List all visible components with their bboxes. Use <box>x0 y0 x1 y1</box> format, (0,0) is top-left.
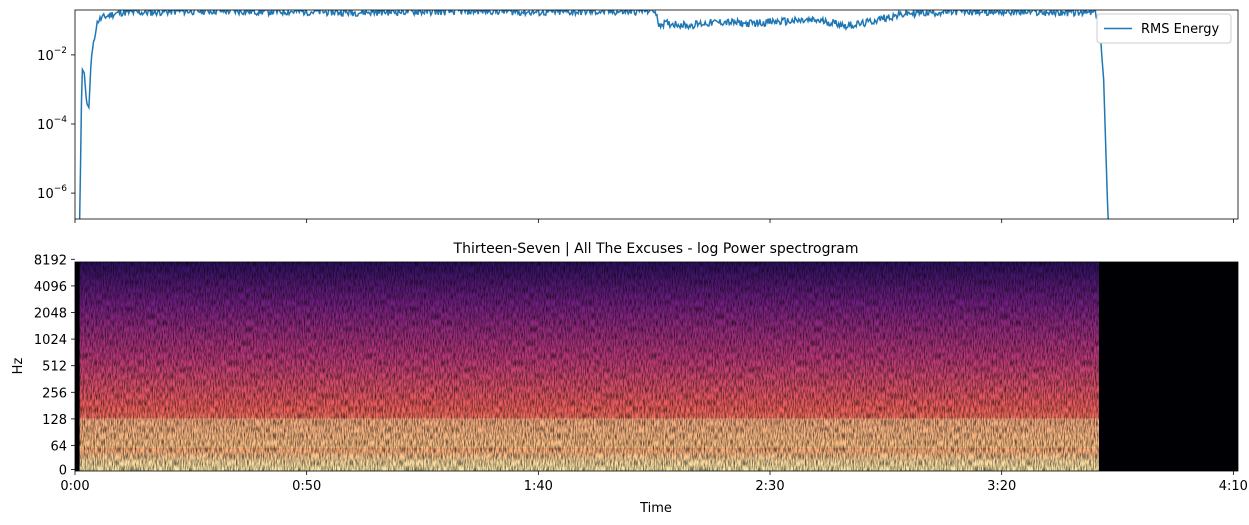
spectrogram-y-tick-label-8: 8192 <box>34 253 67 268</box>
spectrogram-y-label: Hz <box>11 358 26 375</box>
spectrogram-x-tick-label-4: 3:20 <box>987 479 1016 494</box>
spectrogram-image <box>75 262 1238 471</box>
spectrogram-x-tick-label-5: 4:10 <box>1219 479 1248 494</box>
spectrogram-x-tick-label-0: 0:00 <box>60 479 89 494</box>
spectrogram-texture <box>79 262 1099 471</box>
rms-y-tick-label-1: 10−4 <box>37 115 67 133</box>
rms-y-tick-label-0: 10−2 <box>37 46 67 64</box>
rms-x-ticks <box>74 219 1234 223</box>
legend-box <box>1096 13 1232 44</box>
rms-line-group <box>78 10 1109 219</box>
spectrogram-y-ticks: 0 64 128 256 512 1024 2048 4096 8192 <box>34 253 75 479</box>
rms-y-tick-label-2: 10−6 <box>37 184 67 202</box>
spectrogram-x-ticks: 0:00 0:50 1:40 2:30 3:20 4:10 <box>60 471 1248 494</box>
rms-axes-frame <box>74 9 1239 220</box>
spectrogram-x-tick-label-3: 2:30 <box>755 479 784 494</box>
spectrogram-y-tick-label-4: 512 <box>42 360 67 375</box>
spectrogram-x-tick-label-2: 1:40 <box>524 479 553 494</box>
spectrogram-y-tick-label-1: 64 <box>50 440 67 455</box>
spectrogram-x-tick-label-1: 0:50 <box>292 479 321 494</box>
spectrogram-title: Thirteen-Seven | All The Excuses - log P… <box>453 241 859 257</box>
rms-legend: RMS Energy <box>1096 13 1232 44</box>
spectrogram-y-tick-label-3: 256 <box>42 386 67 401</box>
spectrogram-y-tick-label-2: 128 <box>42 413 67 428</box>
legend-label-rms: RMS Energy <box>1141 22 1219 37</box>
spectrogram-axes-frame <box>74 261 1239 472</box>
spectrogram-y-tick-label-0: 0 <box>59 464 67 479</box>
spectrogram-panel: Thirteen-Seven | All The Excuses - log P… <box>11 241 1248 516</box>
spectrogram-y-tick-label-7: 4096 <box>34 280 67 295</box>
spectrogram-y-tick-label-5: 1024 <box>34 333 67 348</box>
rms-energy-line <box>78 10 1109 219</box>
spectrogram-x-label: Time <box>639 501 672 516</box>
spectrogram-y-tick-label-6: 2048 <box>34 307 67 322</box>
rms-panel: 10−2 10−4 10−6 RMS Energy <box>37 9 1239 223</box>
rms-y-ticks: 10−2 10−4 10−6 <box>37 46 75 202</box>
